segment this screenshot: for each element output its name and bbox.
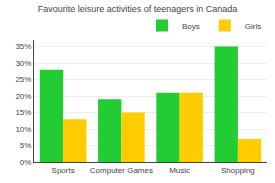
svg-text:Music: Music	[169, 166, 190, 175]
svg-text:Sports: Sports	[52, 166, 75, 175]
svg-text:Girls: Girls	[245, 22, 261, 31]
svg-text:30%: 30%	[15, 59, 31, 68]
svg-text:0%: 0%	[20, 158, 32, 167]
svg-text:25%: 25%	[15, 75, 31, 84]
svg-text:Favourite leisure activities o: Favourite leisure activities of teenager…	[38, 4, 238, 14]
svg-text:35%: 35%	[15, 42, 31, 51]
svg-text:Shopping: Shopping	[221, 166, 255, 175]
svg-text:Computer Games: Computer Games	[90, 166, 153, 175]
svg-text:15%: 15%	[15, 108, 31, 117]
svg-text:20%: 20%	[15, 92, 31, 101]
svg-text:Boys: Boys	[182, 22, 200, 31]
svg-text:5%: 5%	[20, 141, 32, 150]
svg-text:10%: 10%	[15, 125, 31, 134]
